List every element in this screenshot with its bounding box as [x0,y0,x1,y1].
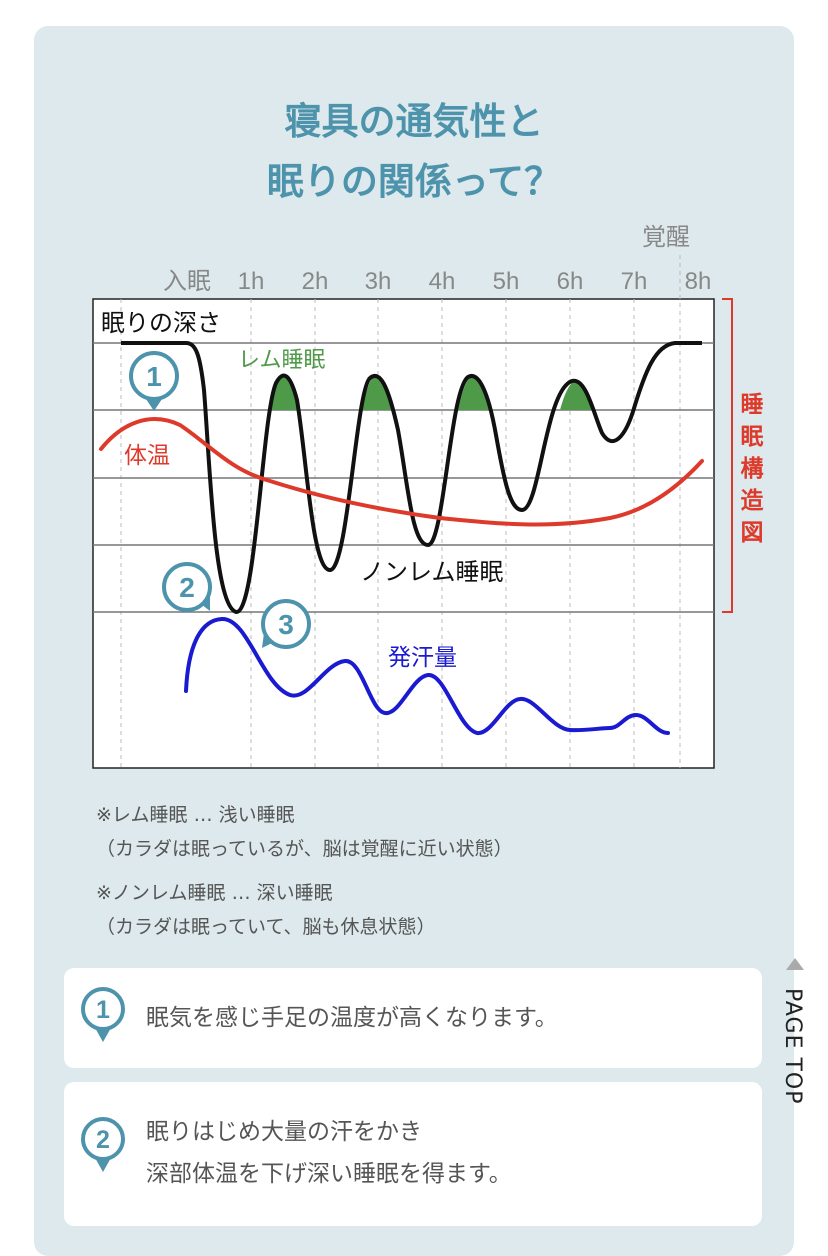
hour-label-2: 2h [302,268,329,295]
note-nonrem-desc: （カラダは眠っていて、脳も休息状態） [96,916,436,938]
depth-label: 眠りの深さ [101,309,221,337]
hour-label-0: 入眠 [163,268,211,295]
card-1: 1 眠気を感じ手足の温度が高くなります。 [64,968,762,1068]
hour-label-8: 8h [685,268,712,295]
title-line-1: 寝具の通気性と [284,100,544,143]
marker-1: 1 [129,351,179,411]
plot-frame [92,298,715,769]
marker-1-number: 1 [146,361,162,392]
sleep-depth-curve [121,341,702,614]
hour-label-6: 6h [557,268,584,295]
rem-fill-4 [560,381,592,410]
card-2-line-2: 深部体温を下げ深い睡眠を得ます。 [146,1161,512,1187]
card-2: 2 眠りはじめ大量の汗をかき 深部体温を下げ深い睡眠を得ます。 [64,1082,762,1226]
hour-label-4: 4h [429,268,456,295]
hour-label-5: 5h [493,268,520,295]
hour-label-1: 1h [238,268,265,295]
card-1-line-1: 眠気を感じ手足の温度が高くなります。 [146,1005,558,1031]
sweat-label: 発汗量 [388,645,457,671]
page-title: 寝具の通気性と 眠りの関係って？ [0,92,828,212]
page-top-button[interactable]: PAGE TOP [772,958,816,1128]
structure-label-2: 眠 [741,424,764,450]
note-nonrem-title: ※ノンレム睡眠 … 深い睡眠 [96,882,333,904]
sleep-structure-diagram: 入眠 1h 2h 3h 4h 5h 6h 7h 8h 覚醒 [0,215,828,785]
nonrem-label: ノンレム睡眠 [360,558,504,586]
note-rem-desc: （カラダは眠っているが、脳は覚醒に近い状態） [96,838,513,860]
marker-3-number: 3 [278,609,294,640]
card-2-number: 2 [96,1126,110,1154]
body-temp-curve [99,417,704,527]
card-2-text: 眠りはじめ大量の汗をかき 深部体温を下げ深い睡眠を得ます。 [146,1111,512,1195]
title-line-2: 眠りの関係って？ [266,160,562,203]
card-1-number: 1 [96,996,110,1024]
marker-3: 3 [261,599,311,649]
hour-label-7: 7h [621,268,648,295]
wake-label: 覚醒 [642,224,690,251]
structure-label-4: 造 [741,488,765,514]
arrow-up-icon [786,958,804,970]
hour-label-3: 3h [365,268,392,295]
pin-icon: 2 [81,1117,125,1172]
structure-bracket [722,298,733,613]
sweat-curve [184,616,670,735]
pin-icon: 1 [81,987,125,1042]
body-temp-label: 体温 [124,443,170,469]
page-top-label: PAGE TOP [780,988,805,1105]
note-rem-title: ※レム睡眠 … 浅い睡眠 [96,804,295,826]
structure-label-5: 図 [741,520,764,546]
card-2-line-1: 眠りはじめ大量の汗をかき [146,1119,422,1145]
structure-label-3: 構 [741,456,764,482]
marker-2: 2 [162,562,212,612]
marker-2-number: 2 [179,572,195,603]
notes: ※レム睡眠 … 浅い睡眠 （カラダは眠っているが、脳は覚醒に近い状態） ※ノンレ… [96,798,513,944]
rem-label: レム睡眠 [238,348,326,373]
diagram-svg: 入眠 1h 2h 3h 4h 5h 6h 7h 8h 覚醒 [92,224,765,769]
structure-label-1: 睡 [741,392,764,418]
card-1-text: 眠気を感じ手足の温度が高くなります。 [146,997,558,1039]
